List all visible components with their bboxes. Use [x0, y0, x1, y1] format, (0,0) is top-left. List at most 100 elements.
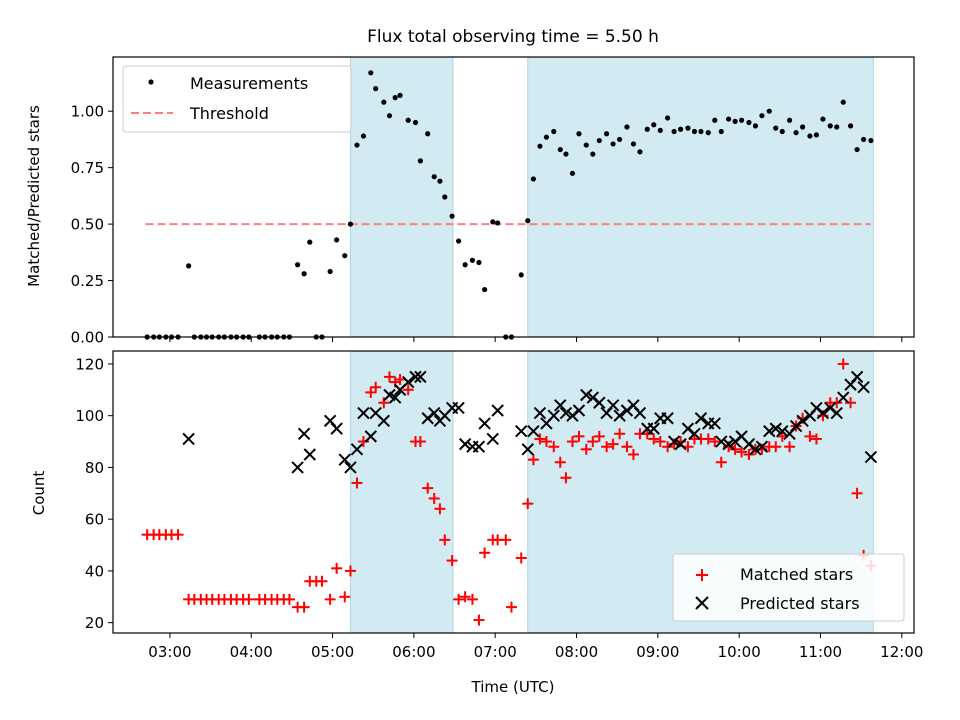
predicted-star-point	[864, 450, 878, 464]
measurement-point	[563, 151, 569, 157]
measurement-point	[766, 108, 772, 114]
measurement-point	[476, 259, 482, 266]
matched-star-point	[654, 436, 666, 448]
predicted-star-point	[633, 406, 647, 420]
legend-label-threshold: Threshold	[189, 104, 269, 123]
matched-star-point	[522, 498, 534, 510]
y-tick-label: 0.50	[71, 216, 104, 234]
predicted-star-point	[559, 406, 573, 420]
matched-star-point	[770, 441, 782, 453]
legend-dot-icon	[148, 79, 154, 85]
predicted-star-point	[338, 453, 351, 466]
count-legend: Matched stars Predicted stars	[672, 553, 905, 622]
matched-star-point	[316, 575, 328, 587]
measurement-point	[301, 271, 307, 277]
matched-star-point	[172, 529, 184, 541]
matched-star-point	[428, 492, 440, 504]
matched-star-point	[621, 441, 633, 453]
matched-star-point	[479, 547, 491, 559]
y-tick-label: 40	[85, 562, 104, 580]
matched-star-point	[378, 397, 390, 409]
measurement-point	[294, 262, 301, 268]
measurement-point	[644, 126, 650, 132]
predicted-star-point	[428, 406, 441, 420]
y-axis-label-count: Count	[30, 471, 48, 516]
x-tick-label: 10:00	[718, 643, 761, 661]
matched-star-point	[614, 428, 626, 440]
measurement-point	[530, 176, 537, 182]
legend-label-predicted: Predicted stars	[740, 594, 860, 613]
ratio-legend: Measurements Threshold	[122, 65, 352, 133]
measurement-point	[569, 170, 576, 176]
matched-star-point	[283, 593, 295, 605]
measurement-point	[495, 220, 501, 226]
predicted-star-point	[708, 417, 721, 430]
predicted-star-point	[533, 406, 547, 420]
y-tick-label: 0.25	[71, 272, 104, 290]
predicted-star-point	[472, 440, 486, 453]
measurement-point	[746, 119, 752, 126]
predicted-star-point	[554, 399, 567, 412]
predicted-star-point	[606, 399, 620, 412]
measurement-point	[705, 130, 711, 136]
matched-star-point	[439, 534, 451, 546]
measurement-point	[739, 117, 745, 123]
y-tick-label: 0.75	[71, 159, 104, 177]
matched-star-point	[243, 593, 255, 605]
matched-star-point	[641, 428, 653, 440]
predicted-star-point	[722, 437, 735, 451]
measurement-point	[186, 263, 192, 269]
matched-star-point	[580, 443, 592, 455]
predicted-star-point	[547, 409, 560, 422]
matched-star-point	[715, 456, 727, 468]
matched-star-point	[831, 397, 843, 409]
x-axis-label: Time (UTC)	[471, 678, 555, 696]
predicted-star-point	[527, 424, 540, 438]
y-tick-label: 20	[85, 614, 104, 632]
predicted-star-point	[521, 443, 534, 456]
matched-star-point	[548, 441, 560, 453]
matched-star-point	[593, 430, 605, 442]
measurement-point	[691, 128, 698, 135]
measurement-point	[596, 137, 602, 144]
predicted-star-point	[769, 422, 782, 435]
predicted-star-point	[414, 370, 427, 384]
x-tick-label: 05:00	[311, 643, 354, 661]
measurement-point	[373, 86, 379, 92]
predicted-star-point	[816, 406, 830, 420]
measurement-point	[732, 118, 738, 124]
predicted-star-point	[182, 432, 195, 446]
matched-star-point	[339, 591, 351, 603]
matched-star-point	[736, 446, 748, 458]
matched-star-point	[466, 593, 478, 605]
legend-x-icon	[695, 596, 709, 610]
predicted-star-point	[486, 432, 499, 446]
matched-star-point	[837, 358, 849, 370]
legend-label-matched: Matched stars	[740, 565, 853, 584]
measurement-point	[759, 113, 765, 119]
measurement-point	[773, 125, 779, 131]
predicted-star-point	[478, 417, 491, 430]
measurement-point	[456, 238, 462, 244]
predicted-star-point	[694, 412, 708, 425]
predicted-star-point	[613, 409, 626, 422]
measurement-point	[412, 119, 419, 126]
legend-plus-icon	[696, 569, 708, 581]
measurement-point	[820, 116, 826, 122]
measurement-point	[617, 136, 623, 143]
measurement-point	[469, 257, 476, 263]
matched-star-point	[473, 614, 485, 626]
measurement-point	[793, 130, 799, 136]
predicted-star-point	[830, 406, 843, 420]
matched-star-point	[662, 441, 674, 453]
measurement-point	[307, 239, 313, 245]
matched-star-point	[402, 384, 414, 396]
measurement-point	[799, 124, 806, 130]
matched-star-point	[515, 552, 527, 564]
measurement-point	[590, 151, 596, 157]
matched-star-point	[804, 430, 816, 442]
matched-star-point	[702, 433, 714, 445]
predicted-star-point	[491, 404, 504, 417]
predicted-star-point	[688, 427, 701, 440]
predicted-star-point	[763, 424, 776, 438]
